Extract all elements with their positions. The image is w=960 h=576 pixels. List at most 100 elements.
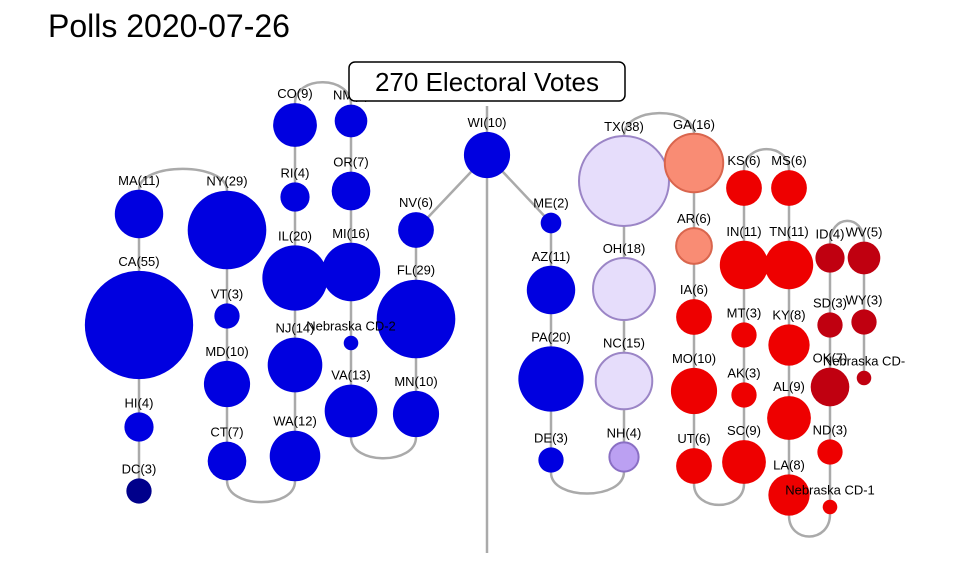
state-label-nebraska-cd-1: Nebraska CD-1: [785, 483, 875, 498]
state-label-ia-6: IA(6): [680, 282, 708, 297]
state-node-ca-55: [84, 270, 194, 380]
state-node-mo-10: [670, 367, 718, 415]
state-label-mn-10: MN(10): [394, 374, 437, 389]
state-label-ma-11: MA(11): [118, 173, 160, 188]
state-node-la-8: [768, 474, 810, 516]
state-node-nh-4: [608, 441, 640, 473]
center-label-box: 270 Electoral Votes: [348, 61, 626, 102]
state-label-nc-15: NC(15): [603, 336, 645, 351]
state-label-ut-6: UT(6): [677, 431, 710, 446]
state-label-de-3: DE(3): [534, 430, 568, 445]
state-node-ia-6: [676, 299, 712, 335]
state-node-mi-16: [321, 242, 381, 302]
state-node-ak-3: [731, 382, 757, 408]
state-node-az-11: [526, 265, 576, 315]
state-node-nebraska-cd-1: [822, 499, 838, 515]
state-node-al-9: [767, 396, 811, 440]
state-node-co-9: [273, 103, 317, 147]
state-label-ky-8: KY(8): [772, 307, 805, 322]
state-label-ga-16: GA(16): [673, 117, 715, 132]
state-node-hi-4: [124, 412, 154, 442]
state-node-ms-6: [771, 170, 807, 206]
state-label-ca-55: CA(55): [118, 254, 159, 269]
chain-link: [549, 457, 626, 495]
center-label: 270 Electoral Votes: [375, 67, 599, 97]
state-label-wi-10: WI(10): [468, 115, 507, 130]
state-nodes: [84, 103, 881, 516]
state-node-nv-6: [398, 212, 434, 248]
state-node-fl-29: [376, 279, 456, 359]
state-label-mi-16: MI(16): [332, 226, 370, 241]
state-label-in-11: IN(11): [726, 224, 761, 239]
state-node-nebraska-cd: [856, 370, 872, 386]
state-label-md-10: MD(10): [205, 344, 248, 359]
state-node-tx-38: [577, 134, 671, 228]
state-node-wi-10: [463, 131, 511, 179]
state-label-nh-4: NH(4): [607, 425, 642, 440]
state-node-id-4: [815, 243, 845, 273]
state-node-sc-9: [722, 440, 766, 484]
state-node-ct-7: [207, 441, 247, 481]
state-label-co-9: CO(9): [277, 86, 312, 101]
state-label-ok-7: OK(7): [813, 351, 848, 366]
chain-link: [225, 456, 297, 504]
state-node-nebraska-cd-2: [343, 335, 359, 351]
state-label-ct-7: CT(7): [210, 425, 243, 440]
chain-link: [349, 411, 418, 460]
state-label-nv-6: NV(6): [399, 195, 433, 210]
state-node-md-10: [203, 360, 251, 408]
state-label-me-2: ME(2): [533, 196, 568, 211]
state-node-nj-14: [267, 337, 323, 393]
state-label-ri-4: RI(4): [281, 165, 310, 180]
state-label-tx-38: TX(38): [604, 119, 644, 134]
state-label-mt-3: MT(3): [727, 305, 762, 320]
state-label-ny-29: NY(29): [206, 174, 247, 189]
state-node-ks-6: [726, 170, 762, 206]
state-label-sc-9: SC(9): [727, 423, 761, 438]
state-node-mt-3: [731, 322, 757, 348]
state-label-nebraska-cd-2: Nebraska CD-2: [306, 319, 396, 334]
state-node-ga-16: [663, 132, 725, 194]
state-label-or-7: OR(7): [333, 155, 368, 170]
state-label-tn-11: TN(11): [769, 224, 808, 239]
chain-link: [137, 167, 229, 230]
state-node-mn-10: [392, 390, 440, 438]
state-node-wy-3: [851, 309, 877, 335]
state-node-nc-15: [594, 351, 654, 411]
chain-link: [742, 148, 791, 188]
state-node-nm-5: [334, 104, 368, 138]
state-label-hi-4: HI(4): [125, 395, 154, 410]
state-label-mo-10: MO(10): [672, 351, 716, 366]
state-node-ok-7: [810, 367, 850, 407]
state-node-tn-11: [764, 240, 814, 290]
chain-link: [828, 219, 866, 258]
state-label-va-13: VA(13): [331, 368, 371, 383]
state-label-ks-6: KS(6): [727, 153, 760, 168]
state-node-wv-5: [847, 241, 881, 275]
state-node-ut-6: [676, 448, 712, 484]
state-node-in-11: [719, 240, 769, 290]
chain-link: [293, 81, 353, 125]
state-label-wy-3: WY(3): [846, 292, 883, 307]
state-node-ma-11: [114, 189, 164, 239]
state-node-ky-8: [768, 324, 810, 366]
state-node-il-20: [262, 245, 328, 311]
state-node-ar-6: [675, 227, 713, 265]
state-label-sd-3: SD(3): [813, 295, 847, 310]
state-label-il-20: IL(20): [278, 228, 312, 243]
state-node-ny-29: [187, 190, 267, 270]
state-label-al-9: AL(9): [773, 379, 805, 394]
state-label-az-11: AZ(11): [532, 249, 571, 264]
state-label-pa-20: PA(20): [531, 329, 571, 344]
chain-link: [787, 495, 832, 538]
state-node-va-13: [324, 384, 378, 438]
state-node-vt-3: [214, 303, 240, 329]
state-label-wv-5: WV(5): [846, 225, 883, 240]
state-labels: CA(55) MA(11) NY(29) VT(3) MD(10) CT(7) HI(4) D…: [118, 86, 905, 498]
chain-link: [692, 462, 746, 506]
page-title: Polls 2020-07-26: [48, 8, 290, 44]
state-label-nebraska-cd: Nebraska CD-: [823, 354, 905, 369]
state-node-sd-3: [817, 312, 843, 338]
state-label-dc-3: DC(3): [122, 461, 157, 476]
